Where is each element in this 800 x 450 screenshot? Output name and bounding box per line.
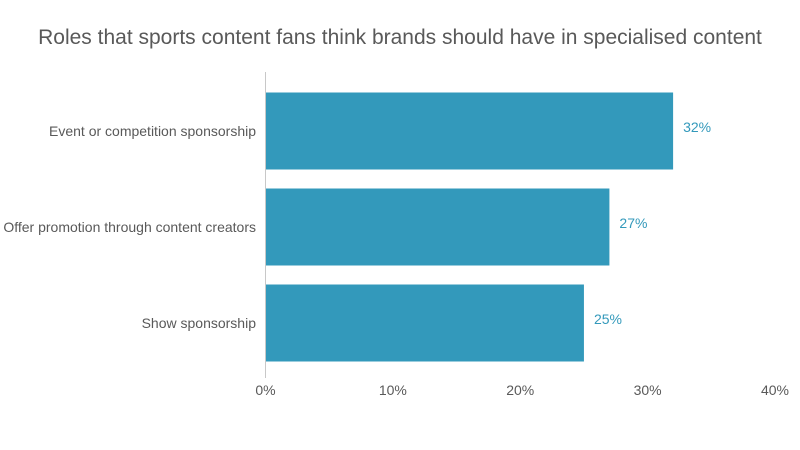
x-tick-label-1: 0% — [255, 382, 275, 398]
chart-title: Roles that sports content fans think bra… — [38, 26, 762, 49]
x-tick-label-2: 10% — [379, 382, 407, 398]
bar-3 — [265, 284, 584, 362]
x-tick-label-4: 30% — [634, 382, 662, 398]
data-label-1: 32% — [683, 119, 711, 135]
bars-layer — [265, 92, 674, 362]
category-label-1: Event or competition sponsorship — [49, 123, 256, 139]
bar-2 — [265, 188, 610, 266]
bar-1 — [265, 92, 674, 170]
category-label-2: Offer promotion through content creators — [3, 219, 256, 235]
x-tick-label-5: 40% — [761, 382, 789, 398]
data-label-3: 25% — [594, 311, 622, 327]
labels-layer: Event or competition sponsorship 32% Offer… — [3, 119, 711, 331]
category-label-3: Show sponsorship — [142, 315, 257, 331]
axis-layer: 0% 10% 20% 30% 40% — [255, 72, 789, 398]
data-label-2: 27% — [619, 215, 647, 231]
x-tick-label-3: 20% — [506, 382, 534, 398]
